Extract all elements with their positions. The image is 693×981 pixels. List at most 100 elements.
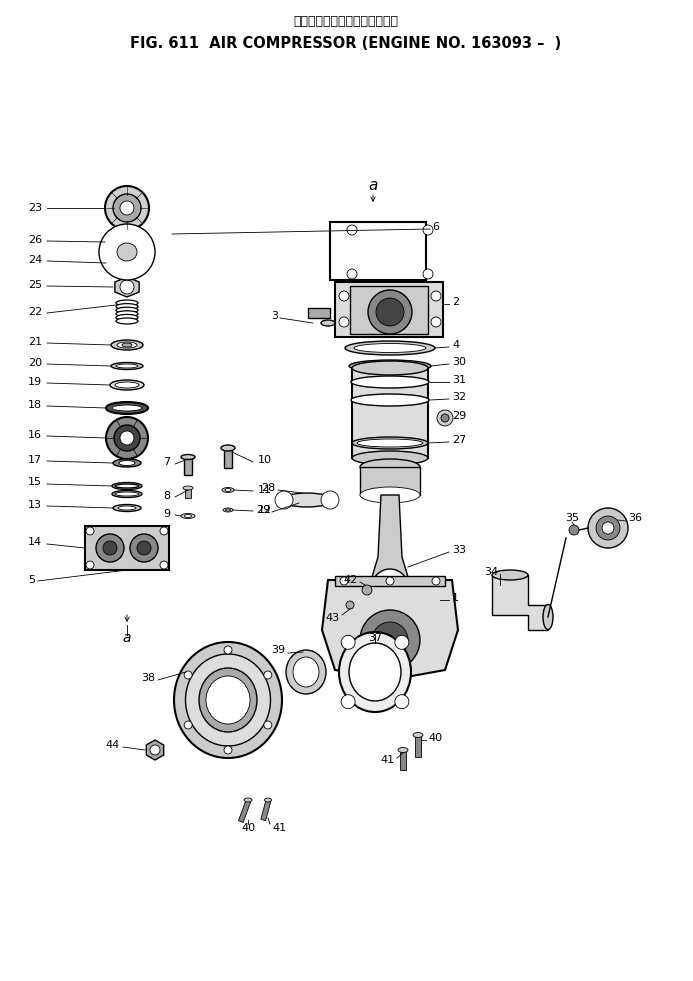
Text: 27: 27 — [452, 435, 466, 445]
Circle shape — [264, 671, 272, 679]
Text: 41: 41 — [272, 823, 286, 833]
Circle shape — [431, 291, 441, 301]
Ellipse shape — [116, 307, 138, 313]
Circle shape — [372, 622, 408, 658]
Text: 33: 33 — [452, 545, 466, 555]
Circle shape — [347, 225, 357, 235]
Text: 16: 16 — [28, 430, 42, 440]
Bar — [238, 800, 251, 822]
Text: 5: 5 — [28, 575, 35, 585]
Circle shape — [99, 224, 155, 280]
Ellipse shape — [116, 318, 138, 324]
Circle shape — [346, 601, 354, 609]
Bar — [261, 800, 271, 821]
Bar — [85, 526, 169, 570]
Text: 14: 14 — [28, 537, 42, 547]
Ellipse shape — [116, 314, 138, 321]
Circle shape — [395, 636, 409, 649]
Ellipse shape — [360, 459, 420, 475]
Text: 7: 7 — [163, 457, 170, 467]
Circle shape — [569, 525, 579, 535]
Circle shape — [386, 577, 394, 585]
Ellipse shape — [181, 513, 195, 519]
Ellipse shape — [112, 405, 142, 411]
Circle shape — [341, 636, 355, 649]
Text: 36: 36 — [628, 513, 642, 523]
Ellipse shape — [222, 488, 234, 492]
Text: 31: 31 — [452, 375, 466, 385]
Ellipse shape — [352, 437, 428, 449]
Ellipse shape — [352, 451, 428, 465]
Circle shape — [184, 671, 192, 679]
Ellipse shape — [351, 376, 429, 388]
Circle shape — [184, 721, 192, 729]
Circle shape — [103, 541, 117, 555]
Bar — [185, 488, 191, 498]
Text: 8: 8 — [163, 491, 170, 501]
Bar — [415, 735, 421, 757]
Circle shape — [341, 695, 355, 708]
Polygon shape — [322, 580, 458, 680]
Text: 12: 12 — [258, 505, 272, 515]
Bar — [308, 308, 330, 318]
Circle shape — [86, 527, 94, 535]
Ellipse shape — [352, 361, 428, 375]
Text: 37: 37 — [368, 633, 382, 643]
Circle shape — [380, 577, 400, 597]
Text: 30: 30 — [452, 357, 466, 367]
Ellipse shape — [360, 487, 420, 503]
Ellipse shape — [345, 341, 435, 355]
Text: 25: 25 — [28, 280, 42, 290]
Text: 35: 35 — [565, 513, 579, 523]
Circle shape — [224, 746, 232, 754]
Circle shape — [368, 290, 412, 334]
Circle shape — [106, 417, 148, 459]
Text: 32: 32 — [452, 392, 466, 402]
Ellipse shape — [183, 486, 193, 490]
Ellipse shape — [116, 300, 138, 306]
Ellipse shape — [321, 320, 335, 326]
Ellipse shape — [116, 303, 138, 310]
Ellipse shape — [349, 360, 431, 372]
Text: 20: 20 — [28, 358, 42, 368]
Text: 17: 17 — [28, 455, 42, 465]
Text: 10: 10 — [258, 455, 272, 465]
Circle shape — [431, 317, 441, 327]
Text: 42: 42 — [344, 575, 358, 585]
Circle shape — [105, 186, 149, 230]
Ellipse shape — [199, 668, 257, 732]
Circle shape — [437, 410, 453, 426]
Ellipse shape — [111, 363, 143, 370]
Bar — [400, 750, 406, 770]
Ellipse shape — [349, 643, 401, 701]
Ellipse shape — [339, 632, 411, 712]
Ellipse shape — [181, 454, 195, 459]
Circle shape — [395, 695, 409, 708]
Ellipse shape — [351, 394, 429, 406]
Bar — [335, 576, 445, 586]
Circle shape — [86, 561, 94, 569]
Ellipse shape — [117, 342, 137, 348]
Bar — [350, 286, 428, 334]
Bar — [224, 448, 232, 468]
Ellipse shape — [186, 654, 270, 746]
Ellipse shape — [492, 570, 528, 580]
Ellipse shape — [106, 259, 148, 267]
Text: 3: 3 — [271, 311, 278, 321]
Ellipse shape — [116, 311, 138, 317]
Text: 39: 39 — [271, 645, 285, 655]
Ellipse shape — [112, 490, 142, 497]
Ellipse shape — [206, 676, 250, 724]
Circle shape — [120, 280, 134, 294]
Text: 41: 41 — [381, 755, 395, 765]
Ellipse shape — [116, 364, 138, 368]
Text: 15: 15 — [28, 477, 42, 487]
Circle shape — [275, 491, 293, 509]
Ellipse shape — [111, 340, 143, 350]
Ellipse shape — [357, 439, 423, 447]
Circle shape — [340, 577, 348, 585]
Ellipse shape — [174, 642, 282, 758]
Bar — [352, 368, 428, 458]
Text: エアーコンプレッサ　適用号機: エアーコンプレッサ 適用号機 — [294, 15, 398, 28]
Circle shape — [130, 534, 158, 562]
